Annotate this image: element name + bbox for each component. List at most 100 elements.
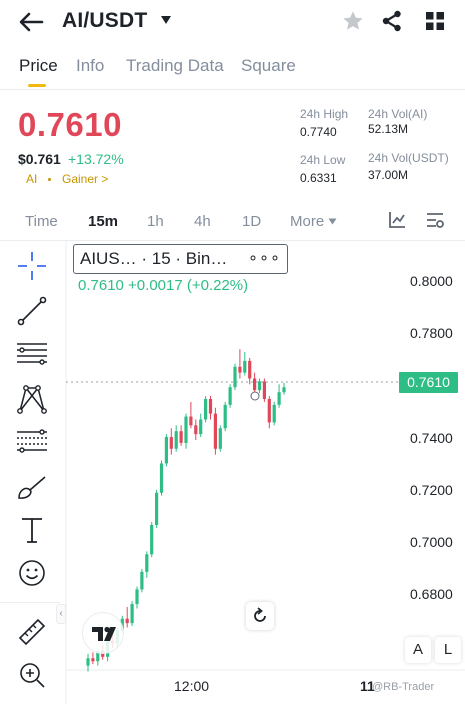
tag-ai[interactable]: AI — [26, 172, 38, 186]
active-tab-indicator — [28, 84, 46, 87]
candle-body — [208, 398, 213, 414]
candle-body — [223, 404, 227, 429]
candle-body — [145, 554, 149, 572]
candle-body — [155, 492, 159, 525]
auto-scale-button[interactable]: A — [405, 637, 431, 663]
high-label: 24h High — [300, 107, 349, 121]
caret-down-icon[interactable] — [328, 218, 337, 225]
candle-body — [174, 431, 178, 449]
interval-divider — [0, 240, 465, 241]
candle-body — [253, 378, 257, 391]
vol-base-label: 24h Vol(AI) — [368, 107, 428, 121]
ohlc-readout: 0.7610 +0.0017 (+0.22%) — [78, 277, 249, 294]
candle-body — [243, 360, 247, 373]
text-tool-icon[interactable] — [16, 514, 48, 546]
chart-style-icon[interactable] — [388, 211, 406, 229]
candle-body — [86, 658, 90, 666]
candle-body — [91, 658, 95, 662]
candle-body — [199, 419, 203, 435]
last-price: 0.7610 — [18, 106, 122, 143]
tabs-divider — [0, 89, 465, 90]
refresh-icon — [254, 607, 266, 622]
tag-separator — [48, 178, 51, 181]
candlestick-chart[interactable] — [0, 240, 465, 704]
candle-body — [218, 428, 222, 449]
tab-square[interactable]: Square — [241, 56, 296, 75]
grid-icon[interactable] — [426, 12, 444, 30]
caret-down-icon[interactable] — [160, 15, 172, 25]
reset-chart-button[interactable] — [246, 602, 274, 630]
candle-body — [179, 431, 183, 443]
crosshair-tool-icon[interactable] — [16, 250, 48, 282]
brush-tool-icon[interactable] — [16, 472, 48, 504]
candle-body — [130, 604, 134, 624]
x-tick-label: 12:00 — [174, 678, 210, 694]
high-value: 0.7740 — [300, 125, 337, 139]
log-scale-button[interactable]: L — [435, 637, 461, 663]
candle-body — [248, 360, 252, 379]
candle-body — [267, 398, 271, 423]
x-tick-label: 11 — [360, 678, 375, 694]
low-value: 0.6331 — [300, 171, 337, 185]
tradingview-logo — [82, 612, 124, 654]
interval-more[interactable]: More — [290, 213, 325, 230]
tab-info[interactable]: Info — [76, 56, 105, 75]
trend-line-tool-icon[interactable] — [16, 295, 48, 327]
candle-body — [262, 381, 266, 399]
candle-body — [272, 404, 276, 423]
y-tick-label: 0.8000 — [410, 273, 453, 289]
y-tick-label: 0.6800 — [410, 586, 453, 602]
candle-body — [189, 416, 193, 426]
candle-body — [194, 425, 198, 435]
candle-body — [140, 571, 144, 590]
y-tick-label: 0.7400 — [410, 430, 453, 446]
usd-price: $0.761 — [18, 151, 61, 167]
candle-body — [96, 650, 100, 662]
candle-body — [277, 392, 281, 405]
legend-symbol: AIUS… · 15 · Bin… — [80, 249, 228, 268]
vol-quote-value: 37.00M — [368, 168, 409, 182]
interval-1h[interactable]: 1h — [147, 213, 164, 230]
vol-quote-label: 24h Vol(USDT) — [368, 151, 449, 165]
header-bar: AI/USDT — [0, 0, 465, 44]
candle-body — [213, 413, 217, 449]
main-tabs: Price Info Trading Data Square — [0, 54, 465, 88]
candle-body — [159, 463, 164, 493]
candle-body — [238, 366, 242, 373]
star-icon[interactable] — [342, 10, 364, 32]
pair-title[interactable]: AI/USDT — [62, 9, 148, 32]
interval-4h[interactable]: 4h — [194, 213, 211, 230]
watermark: @RB-Trader — [372, 681, 435, 693]
candle-body — [169, 437, 173, 449]
candle-body — [204, 398, 208, 420]
interval-time[interactable]: Time — [25, 213, 58, 230]
vol-base-value: 52.13M — [368, 122, 409, 136]
toolbar-collapse-handle[interactable]: ‹ — [56, 604, 66, 624]
candle-body — [135, 589, 139, 605]
candle-body — [164, 437, 168, 464]
tab-trading-data[interactable]: Trading Data — [126, 56, 224, 75]
tag-gainer[interactable]: Gainer > — [62, 172, 109, 186]
back-arrow-icon[interactable] — [18, 10, 44, 34]
candle-body — [233, 366, 237, 388]
emoji-tool-icon[interactable] — [16, 557, 48, 589]
ruler-tool-icon[interactable] — [16, 616, 48, 648]
interval-1d[interactable]: 1D — [242, 213, 262, 230]
candle-body — [257, 381, 262, 391]
fib-retracement-tool-icon[interactable] — [16, 426, 48, 458]
more-dots-icon[interactable]: ∘∘∘ — [248, 250, 282, 267]
tradingview-logo-icon — [92, 626, 116, 641]
indicator-settings-icon[interactable] — [426, 211, 444, 229]
candle-body — [150, 524, 154, 555]
toolbar-divider — [0, 602, 60, 603]
share-icon[interactable] — [382, 10, 402, 32]
candle-body — [228, 387, 232, 405]
horizontal-lines-tool-icon[interactable] — [16, 338, 48, 370]
price-change-percent: +13.72% — [68, 151, 124, 167]
tab-price[interactable]: Price — [19, 56, 58, 75]
pattern-tool-icon[interactable] — [16, 383, 48, 415]
zoom-in-icon[interactable] — [16, 659, 48, 691]
interval-15m[interactable]: 15m — [88, 213, 119, 230]
y-tick-label: 0.7000 — [410, 534, 453, 550]
indicator-legend[interactable]: AIUS… · 15 · Bin… ∘∘∘ — [73, 244, 288, 274]
